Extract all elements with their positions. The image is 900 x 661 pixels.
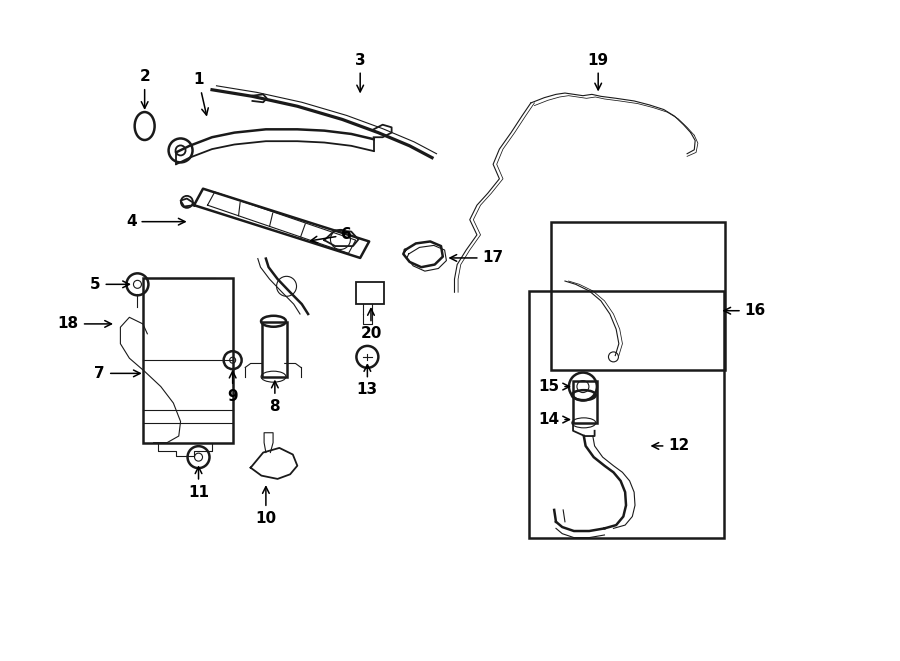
Text: 4: 4: [126, 214, 185, 229]
Text: 18: 18: [58, 317, 112, 331]
Text: 9: 9: [228, 371, 238, 404]
Text: 12: 12: [652, 438, 689, 453]
Text: 2: 2: [140, 69, 150, 108]
Text: 14: 14: [538, 412, 570, 427]
Text: 10: 10: [256, 486, 276, 526]
Text: 19: 19: [588, 53, 608, 90]
Text: 20: 20: [360, 309, 382, 341]
Text: 7: 7: [94, 366, 140, 381]
Text: 11: 11: [188, 467, 209, 500]
Text: 6: 6: [310, 227, 352, 243]
Bar: [143, 278, 233, 443]
Text: 16: 16: [724, 303, 766, 318]
Text: 15: 15: [538, 379, 570, 394]
Text: 1: 1: [194, 72, 208, 115]
Text: 3: 3: [355, 53, 365, 92]
Text: 5: 5: [90, 277, 130, 292]
Text: 8: 8: [270, 381, 280, 414]
Bar: [262, 322, 287, 377]
Text: 13: 13: [356, 365, 378, 397]
Bar: [356, 282, 383, 304]
Bar: [551, 222, 725, 370]
Text: 17: 17: [450, 251, 504, 266]
Bar: [529, 291, 724, 538]
Bar: [573, 381, 597, 423]
